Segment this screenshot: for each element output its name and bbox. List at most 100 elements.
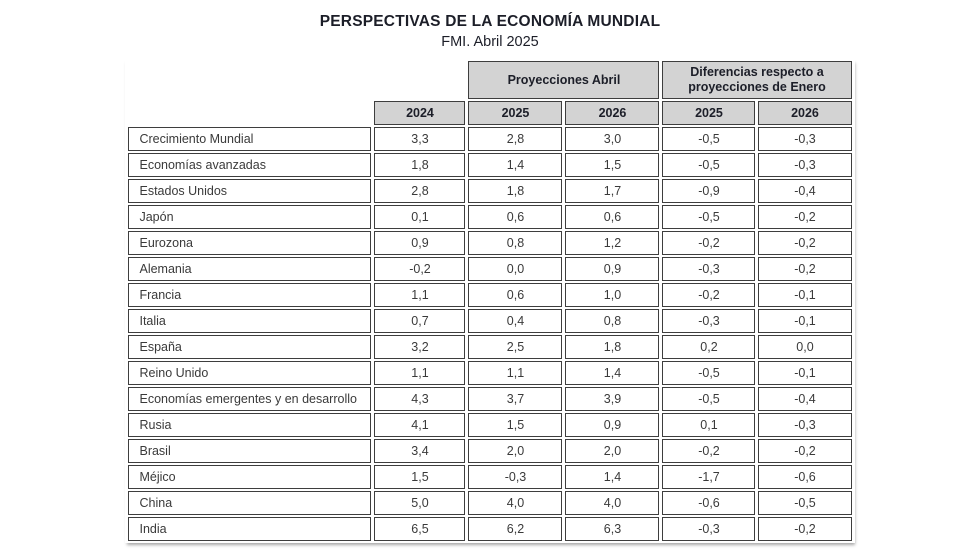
value-cell: -0,5 xyxy=(662,127,756,151)
table-row: China 5,0 4,0 4,0 -0,6 -0,5 xyxy=(128,491,852,515)
year-header-2025-diff: 2025 xyxy=(662,101,756,125)
value-cell: 4,3 xyxy=(374,387,466,411)
value-cell: 0,0 xyxy=(468,257,563,281)
value-cell: 0,9 xyxy=(565,413,660,437)
row-label: Reino Unido xyxy=(128,361,372,385)
value-cell: 0,6 xyxy=(565,205,660,229)
row-label: China xyxy=(128,491,372,515)
value-cell: 3,7 xyxy=(468,387,563,411)
table-row: Economías emergentes y en desarrollo 4,3… xyxy=(128,387,852,411)
row-label: Italia xyxy=(128,309,372,333)
value-cell: 6,2 xyxy=(468,517,563,541)
value-cell: 6,5 xyxy=(374,517,466,541)
value-cell: -0,3 xyxy=(758,127,852,151)
value-cell: 0,2 xyxy=(662,335,756,359)
value-cell: 1,5 xyxy=(468,413,563,437)
table-row: Méjico 1,5 -0,3 1,4 -1,7 -0,6 xyxy=(128,465,852,489)
table-row: Crecimiento Mundial 3,3 2,8 3,0 -0,5 -0,… xyxy=(128,127,852,151)
value-cell: -0,1 xyxy=(758,361,852,385)
value-cell: -0,6 xyxy=(662,491,756,515)
group-header-row: Proyecciones Abril Diferencias respecto … xyxy=(128,61,852,99)
table-row: Rusia 4,1 1,5 0,9 0,1 -0,3 xyxy=(128,413,852,437)
value-cell: 3,3 xyxy=(374,127,466,151)
year-header-row: 2024 2025 2026 2025 2026 xyxy=(128,101,852,125)
row-label: España xyxy=(128,335,372,359)
page-subtitle: FMI. Abril 2025 xyxy=(441,34,539,50)
value-cell: 3,9 xyxy=(565,387,660,411)
value-cell: 2,8 xyxy=(468,127,563,151)
value-cell: 0,1 xyxy=(374,205,466,229)
header-spacer xyxy=(128,101,371,125)
value-cell: -0,3 xyxy=(662,309,756,333)
value-cell: 0,6 xyxy=(468,205,563,229)
value-cell: 0,0 xyxy=(758,335,852,359)
value-cell: 1,5 xyxy=(565,153,660,177)
table-body: Crecimiento Mundial 3,3 2,8 3,0 -0,5 -0,… xyxy=(128,127,852,541)
value-cell: 1,8 xyxy=(374,153,466,177)
page-title: PERSPECTIVAS DE LA ECONOMÍA MUNDIAL xyxy=(319,13,661,30)
value-cell: -0,1 xyxy=(758,309,852,333)
header-spacer xyxy=(128,61,465,99)
value-cell: -0,5 xyxy=(662,153,756,177)
value-cell: -0,2 xyxy=(758,205,852,229)
value-cell: 3,2 xyxy=(374,335,466,359)
value-cell: 2,0 xyxy=(468,439,563,463)
table-header: Proyecciones Abril Diferencias respecto … xyxy=(128,61,852,125)
value-cell: 2,8 xyxy=(374,179,466,203)
value-cell: -0,4 xyxy=(758,179,852,203)
value-cell: -0,3 xyxy=(468,465,563,489)
row-label: Japón xyxy=(128,205,372,229)
value-cell: 2,5 xyxy=(468,335,563,359)
value-cell: 2,0 xyxy=(565,439,660,463)
row-label: Eurozona xyxy=(128,231,372,255)
value-cell: 0,4 xyxy=(468,309,563,333)
table-row: Reino Unido 1,1 1,1 1,4 -0,5 -0,1 xyxy=(128,361,852,385)
value-cell: -0,2 xyxy=(758,231,852,255)
value-cell: -0,2 xyxy=(758,439,852,463)
row-label: Brasil xyxy=(128,439,372,463)
year-header-2026-proj: 2026 xyxy=(565,101,660,125)
value-cell: 1,1 xyxy=(468,361,563,385)
value-cell: -0,2 xyxy=(758,517,852,541)
table-row: Brasil 3,4 2,0 2,0 -0,2 -0,2 xyxy=(128,439,852,463)
value-cell: -0,2 xyxy=(374,257,466,281)
value-cell: 1,7 xyxy=(565,179,660,203)
value-cell: 1,1 xyxy=(374,283,466,307)
value-cell: -1,7 xyxy=(662,465,756,489)
value-cell: -0,2 xyxy=(662,231,756,255)
value-cell: 0,8 xyxy=(468,231,563,255)
value-cell: 1,4 xyxy=(565,361,660,385)
value-cell: -0,2 xyxy=(758,257,852,281)
year-header-2026-diff: 2026 xyxy=(758,101,852,125)
value-cell: 0,9 xyxy=(374,231,466,255)
row-label: Crecimiento Mundial xyxy=(128,127,372,151)
row-label: Economías emergentes y en desarrollo xyxy=(128,387,372,411)
group-header-proyecciones: Proyecciones Abril xyxy=(468,61,660,99)
table-row: España 3,2 2,5 1,8 0,2 0,0 xyxy=(128,335,852,359)
outlook-table: Proyecciones Abril Diferencias respecto … xyxy=(125,59,854,543)
table-row: Francia 1,1 0,6 1,0 -0,2 -0,1 xyxy=(128,283,852,307)
value-cell: 0,9 xyxy=(565,257,660,281)
value-cell: -0,3 xyxy=(758,413,852,437)
year-header-2024: 2024 xyxy=(374,101,466,125)
value-cell: -0,5 xyxy=(662,387,756,411)
value-cell: -0,6 xyxy=(758,465,852,489)
value-cell: 4,0 xyxy=(468,491,563,515)
value-cell: -0,5 xyxy=(662,205,756,229)
value-cell: 4,1 xyxy=(374,413,466,437)
table-row: India 6,5 6,2 6,3 -0,3 -0,2 xyxy=(128,517,852,541)
value-cell: 4,0 xyxy=(565,491,660,515)
value-cell: 0,8 xyxy=(565,309,660,333)
value-cell: -0,2 xyxy=(662,283,756,307)
value-cell: 5,0 xyxy=(374,491,466,515)
table-row: Italia 0,7 0,4 0,8 -0,3 -0,1 xyxy=(128,309,852,333)
value-cell: 3,4 xyxy=(374,439,466,463)
group-header-diferencias: Diferencias respecto a proyecciones de E… xyxy=(662,61,852,99)
value-cell: 1,4 xyxy=(468,153,563,177)
value-cell: -0,9 xyxy=(662,179,756,203)
year-header-2025-proj: 2025 xyxy=(468,101,563,125)
row-label: India xyxy=(128,517,372,541)
value-cell: 1,8 xyxy=(565,335,660,359)
value-cell: -0,2 xyxy=(662,439,756,463)
value-cell: -0,1 xyxy=(758,283,852,307)
